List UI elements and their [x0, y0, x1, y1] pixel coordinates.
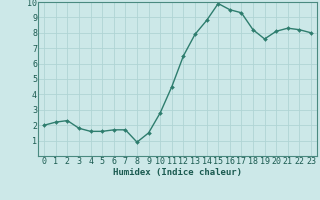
X-axis label: Humidex (Indice chaleur): Humidex (Indice chaleur): [113, 168, 242, 177]
